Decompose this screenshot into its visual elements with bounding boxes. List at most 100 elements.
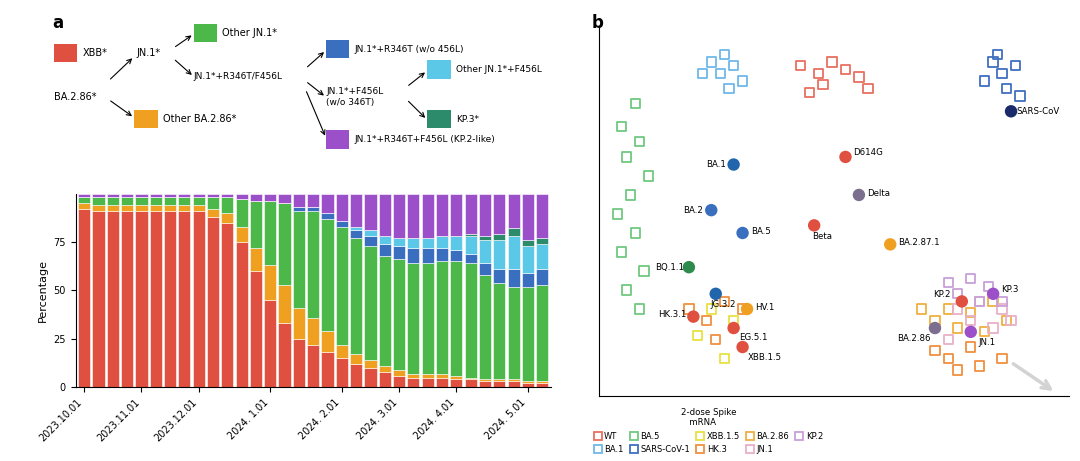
Point xyxy=(689,332,706,339)
Bar xyxy=(78,209,91,387)
Bar xyxy=(307,207,320,211)
Point xyxy=(734,305,752,313)
Bar xyxy=(265,194,276,201)
Bar xyxy=(93,211,105,387)
Bar xyxy=(407,374,419,378)
Bar xyxy=(522,381,534,384)
Bar xyxy=(421,238,434,248)
Bar xyxy=(393,376,405,387)
Point xyxy=(994,298,1011,305)
Text: D614G: D614G xyxy=(853,148,883,157)
Point xyxy=(962,317,980,324)
Bar xyxy=(207,217,219,387)
Point xyxy=(1007,62,1024,69)
Bar xyxy=(207,197,219,209)
Bar xyxy=(494,381,505,387)
Point xyxy=(613,123,631,130)
Bar xyxy=(494,379,505,381)
Text: KP.3*: KP.3* xyxy=(456,114,478,124)
Point xyxy=(998,317,1015,324)
Text: XBB.1.5: XBB.1.5 xyxy=(748,353,782,362)
Bar xyxy=(494,234,505,240)
Bar xyxy=(522,273,534,287)
Point xyxy=(850,73,867,81)
Bar xyxy=(508,229,519,236)
Bar xyxy=(436,236,448,248)
Bar xyxy=(536,194,549,238)
Bar xyxy=(450,250,462,261)
Bar xyxy=(150,197,162,205)
Bar xyxy=(379,236,391,244)
Bar xyxy=(464,234,476,236)
Bar xyxy=(192,211,205,387)
Bar xyxy=(336,358,348,387)
Bar xyxy=(207,209,219,217)
Bar xyxy=(279,203,291,284)
Bar xyxy=(464,236,476,254)
Point xyxy=(940,279,957,286)
Point xyxy=(739,305,756,313)
Text: Beta: Beta xyxy=(812,231,832,241)
Point xyxy=(994,355,1011,362)
Bar xyxy=(150,205,162,211)
Bar xyxy=(536,381,549,384)
Bar xyxy=(536,269,549,284)
Bar xyxy=(307,318,320,345)
Bar xyxy=(379,366,391,372)
Bar xyxy=(364,194,377,230)
Point xyxy=(994,70,1011,77)
Point xyxy=(725,317,742,324)
Bar xyxy=(379,194,391,236)
Bar xyxy=(393,370,405,376)
Bar xyxy=(192,197,205,205)
Bar xyxy=(78,194,91,197)
Bar xyxy=(78,203,91,209)
Bar xyxy=(364,368,377,387)
Point xyxy=(707,336,725,343)
Point xyxy=(985,298,1002,305)
Bar xyxy=(322,213,334,219)
Bar xyxy=(421,378,434,387)
Bar xyxy=(421,194,434,238)
Point xyxy=(810,70,827,77)
Bar xyxy=(464,263,476,378)
Point xyxy=(971,298,988,305)
Bar xyxy=(279,323,291,387)
Bar xyxy=(265,265,276,300)
Bar xyxy=(364,230,377,236)
Point xyxy=(823,58,840,65)
Bar xyxy=(393,194,405,238)
Text: JG.3.2: JG.3.2 xyxy=(711,300,735,309)
Point xyxy=(948,325,966,332)
Point xyxy=(725,325,742,332)
Bar xyxy=(307,211,320,318)
Point xyxy=(962,328,980,336)
Bar xyxy=(522,384,534,387)
Bar xyxy=(350,364,362,387)
Bar xyxy=(450,194,462,236)
Point xyxy=(716,298,733,305)
Text: BA.1: BA.1 xyxy=(706,160,726,169)
Text: BQ.1.1: BQ.1.1 xyxy=(656,263,685,272)
Bar xyxy=(436,248,448,261)
Bar xyxy=(450,261,462,376)
Text: KP.2: KP.2 xyxy=(933,290,950,299)
Bar xyxy=(536,384,549,387)
Text: b: b xyxy=(592,14,604,32)
Bar xyxy=(522,240,534,246)
Bar xyxy=(364,360,377,368)
Point xyxy=(609,210,626,218)
Text: a: a xyxy=(52,14,63,32)
Point xyxy=(927,317,944,324)
Bar xyxy=(364,236,377,246)
Bar xyxy=(536,244,549,269)
Point xyxy=(618,153,635,160)
Bar xyxy=(464,254,476,263)
Bar xyxy=(336,194,348,221)
Point xyxy=(814,81,832,89)
Bar xyxy=(379,244,391,255)
Bar xyxy=(421,263,434,374)
Bar xyxy=(407,248,419,263)
Bar xyxy=(307,345,320,387)
Text: JN.1*+R346T+F456L (KP.2-like): JN.1*+R346T+F456L (KP.2-like) xyxy=(354,135,496,144)
